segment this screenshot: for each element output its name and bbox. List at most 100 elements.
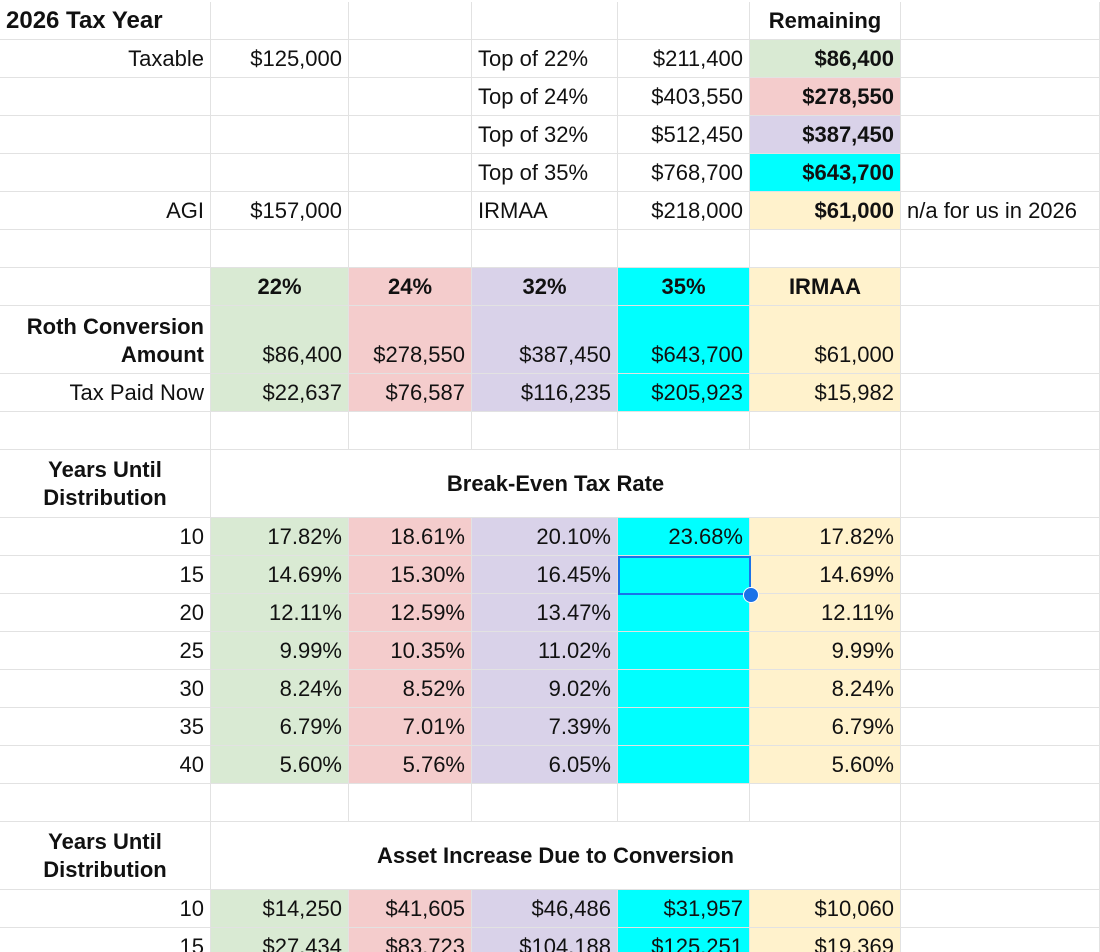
grid-cell <box>750 412 901 450</box>
grid-cell <box>901 708 1100 746</box>
grid-cell <box>211 2 349 40</box>
grid-cell <box>349 230 472 268</box>
conversion-amount: $61,000 <box>750 306 901 374</box>
table-value: $83,723 <box>349 928 472 952</box>
table-value: 16.45% <box>472 556 618 594</box>
conversion-amount: $86,400 <box>211 306 349 374</box>
bracket-top: $403,550 <box>618 78 750 116</box>
grid-cell <box>901 556 1100 594</box>
years: 15 <box>0 928 211 952</box>
years: 40 <box>0 746 211 784</box>
table-value: 5.60% <box>211 746 349 784</box>
bracket-label: Top of 35% <box>472 154 618 192</box>
grid-cell <box>901 822 1100 890</box>
selected-cell[interactable] <box>618 556 751 595</box>
grid-cell <box>901 890 1100 928</box>
table-value: $31,957 <box>618 890 750 928</box>
table-value: $46,486 <box>472 890 618 928</box>
grid-cell <box>349 412 472 450</box>
table-value: $19,369 <box>750 928 901 952</box>
grid-cell <box>901 928 1100 952</box>
table-value: $27,434 <box>211 928 349 952</box>
table-value: 6.79% <box>750 708 901 746</box>
grid-cell <box>349 2 472 40</box>
table-value: 7.39% <box>472 708 618 746</box>
row-header: Years Until Distribution <box>0 450 211 518</box>
grid-cell <box>901 306 1100 374</box>
grid-cell <box>618 2 750 40</box>
conversion-amount: $387,450 <box>472 306 618 374</box>
table-value <box>618 594 750 632</box>
table-value: $41,605 <box>349 890 472 928</box>
years: 15 <box>0 556 211 594</box>
grid-cell <box>901 594 1100 632</box>
table-value <box>618 632 750 670</box>
table-value: 14.69% <box>750 556 901 594</box>
column-header: 22% <box>211 268 349 306</box>
grid-cell <box>901 784 1100 822</box>
row-label: AGI <box>0 192 211 230</box>
grid-cell <box>901 154 1100 192</box>
column-header: 24% <box>349 268 472 306</box>
grid-cell <box>0 230 211 268</box>
fill-handle[interactable] <box>743 587 759 603</box>
grid-cell <box>0 784 211 822</box>
grid-cell <box>901 78 1100 116</box>
grid-cell <box>472 230 618 268</box>
column-header: IRMAA <box>750 268 901 306</box>
bracket-remaining: $86,400 <box>750 40 901 78</box>
bracket-remaining: $643,700 <box>750 154 901 192</box>
grid-cell <box>349 154 472 192</box>
table-value <box>618 708 750 746</box>
table-value: 7.01% <box>349 708 472 746</box>
table-value: 15.30% <box>349 556 472 594</box>
bracket-remaining: $387,450 <box>750 116 901 154</box>
grid-cell <box>901 450 1100 518</box>
value: $157,000 <box>211 192 349 230</box>
grid-cell <box>349 784 472 822</box>
grid-cell <box>211 116 349 154</box>
table-value <box>618 556 750 594</box>
grid-cell <box>0 78 211 116</box>
grid-cell <box>901 746 1100 784</box>
grid-cell <box>901 670 1100 708</box>
table-value: 23.68% <box>618 518 750 556</box>
table-value: 12.11% <box>750 594 901 632</box>
grid-cell <box>349 40 472 78</box>
column-header: Remaining <box>750 2 901 40</box>
grid-cell <box>901 632 1100 670</box>
grid-cell <box>472 784 618 822</box>
bracket-remaining: $61,000 <box>750 192 901 230</box>
grid-cell <box>211 154 349 192</box>
table-value: $125,251 <box>618 928 750 952</box>
conversion-amount: $278,550 <box>349 306 472 374</box>
grid-cell <box>901 40 1100 78</box>
grid-cell <box>750 784 901 822</box>
bracket-label: Top of 22% <box>472 40 618 78</box>
table-value: 8.24% <box>211 670 349 708</box>
grid-cell <box>0 412 211 450</box>
grid-cell <box>750 230 901 268</box>
years: 10 <box>0 890 211 928</box>
grid-cell <box>211 78 349 116</box>
bracket-label: IRMAA <box>472 192 618 230</box>
tax-paid: $76,587 <box>349 374 472 412</box>
table-value: 5.76% <box>349 746 472 784</box>
grid-cell <box>211 230 349 268</box>
grid-cell <box>901 268 1100 306</box>
years: 20 <box>0 594 211 632</box>
table-value: 12.59% <box>349 594 472 632</box>
table-value: 14.69% <box>211 556 349 594</box>
table-value: 9.99% <box>211 632 349 670</box>
table-value: 11.02% <box>472 632 618 670</box>
years: 25 <box>0 632 211 670</box>
grid-cell <box>349 192 472 230</box>
bracket-top: $218,000 <box>618 192 750 230</box>
table-value: $14,250 <box>211 890 349 928</box>
bracket-top: $768,700 <box>618 154 750 192</box>
years: 35 <box>0 708 211 746</box>
table-value: 12.11% <box>211 594 349 632</box>
tax-paid: $22,637 <box>211 374 349 412</box>
table-value: 8.24% <box>750 670 901 708</box>
